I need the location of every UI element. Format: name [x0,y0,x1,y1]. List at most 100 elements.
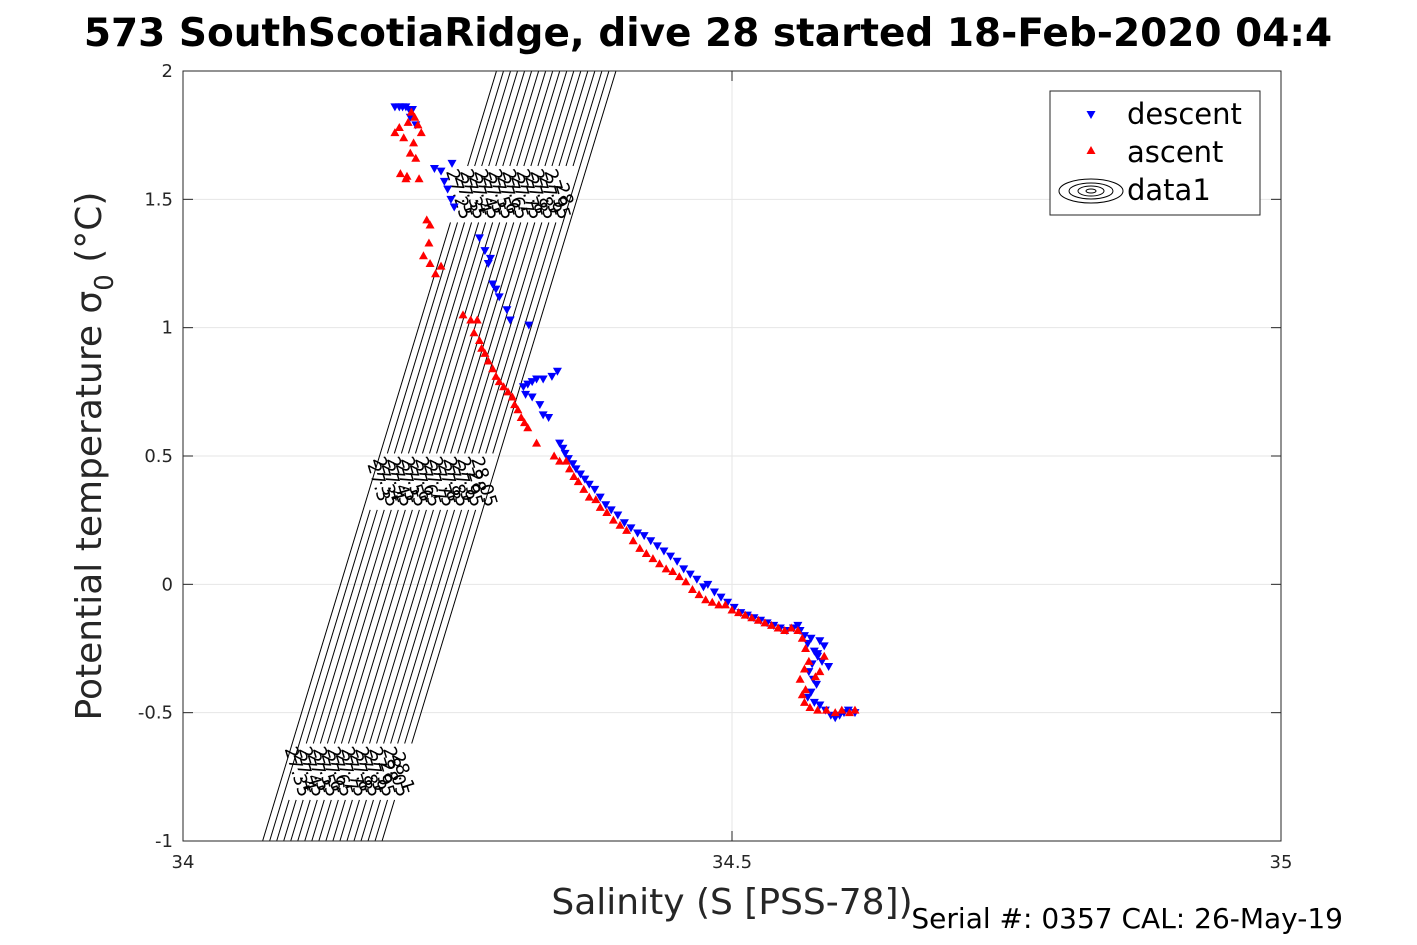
legend-descent-marker [1086,111,1096,119]
ascent-point [503,387,513,396]
descent-point [558,444,568,453]
ascent-point [701,595,711,604]
ascent-point [740,610,750,619]
ascent-point [561,456,571,465]
isopycnal-line [544,71,575,167]
legend-box [1049,90,1261,216]
isopycnal-line [367,799,381,841]
descent-point [538,375,548,384]
descent-point [449,203,459,212]
descent-point [803,639,813,648]
ascent-point [458,310,468,319]
ascent-point [425,259,435,267]
descent-point [491,285,501,294]
descent-point [547,372,557,381]
descent-point [666,552,676,561]
ascent-point [714,600,724,609]
ascent-point [532,438,542,447]
ascent-point [844,708,854,717]
legend-contour-icon [1058,178,1124,204]
ascent-point [472,315,482,324]
descent-point [446,195,456,204]
isopycnal-labels: 27.2527.327.3527.427.4527.527.5527.627.6… [280,167,578,800]
ascent-point [805,703,815,712]
serial-cal-footer: Serial #: 0357 CAL: 26-May-19 [911,902,1343,935]
ascent-point [494,377,504,386]
ascent-point [797,633,807,642]
ascent-point [635,543,645,552]
y-tick-label: -0.5 [138,703,173,724]
ascent-point [608,515,618,524]
ascent-point [394,122,404,131]
descent-point [524,321,534,330]
y-tick-label: 1 [162,318,173,339]
isopycnal-line [411,71,617,744]
isopycnal-line [347,509,420,744]
ascent-point [780,626,790,635]
descent-point [819,642,829,651]
descent-point [439,177,449,186]
ascent-point [555,456,565,465]
ascent-point [395,169,405,178]
descent-point [813,650,823,659]
descent-point [613,511,623,520]
ascent-point [402,171,412,180]
descent-point [555,439,565,448]
ascent-point [584,492,594,501]
isopycnal-line [393,222,466,454]
descent-point [535,401,545,410]
ascent-point [403,117,413,126]
isopycnal-line [488,71,519,167]
ascent-point [830,708,840,717]
descent-point [544,414,554,422]
isopycnal-line [436,222,508,454]
isopycnal-line [339,799,353,841]
x-tick-label: 35 [1270,852,1293,873]
descent-point [685,570,695,579]
ascent-point [523,423,533,432]
ascent-point [602,507,612,516]
ascent-point [661,564,671,573]
descent-point [703,580,713,589]
isopycnal-line [509,71,540,167]
ascent-point [409,138,419,147]
ascent-point [488,364,498,373]
descent-point [523,380,533,389]
isopycnal-line [269,509,371,841]
legend: descent ascent data1 [1049,90,1261,216]
isopycnal-line [422,222,494,454]
y-tick-label: 0.5 [144,446,173,467]
ascent-point [416,128,426,137]
isopycnal-line [333,509,406,744]
ascent-point [573,477,583,486]
series-ascent [390,107,860,717]
isopycnal-line [467,71,498,167]
ascent-point [405,148,415,157]
descent-point [568,460,578,469]
descent-point [580,475,590,484]
ascent-point [591,495,601,504]
descent-point [692,575,702,584]
isopycnal-line [340,509,413,744]
y-tick-label: 0 [162,574,173,595]
descent-point [815,701,825,710]
ascent-point [641,549,651,558]
isopycnal-line [276,799,290,841]
ascent-point [411,153,421,162]
ascent-point [801,644,811,652]
ascent-point [399,133,409,142]
isopycnal-line [290,799,304,841]
ascent-point [747,613,757,622]
descent-point [443,185,453,194]
ascent-point [674,572,684,581]
descent-point [584,480,594,489]
isopycnal-line [400,222,473,454]
isopycnal-line [262,222,451,841]
descent-point [806,634,816,643]
descent-point [716,593,726,602]
descent-point [483,260,493,268]
isopycnal-line [386,222,458,454]
ascent-point [431,269,441,278]
isopycnal-line [551,71,582,167]
ascent-point [390,128,400,137]
